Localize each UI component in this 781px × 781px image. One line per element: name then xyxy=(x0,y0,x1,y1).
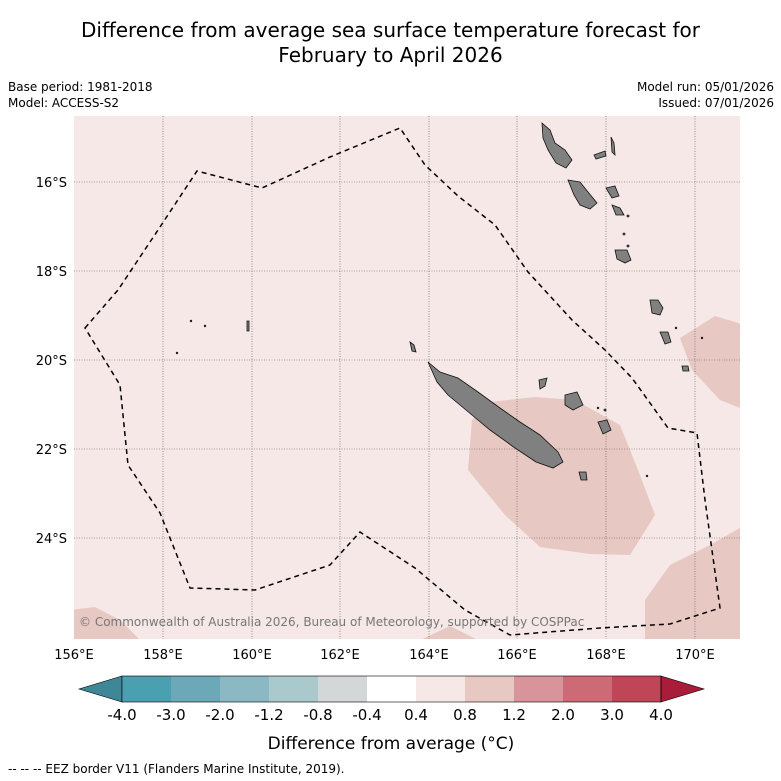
islet-4 xyxy=(622,232,626,236)
colorbar-bin xyxy=(514,676,563,702)
anomaly-region-south xyxy=(422,626,476,639)
colorbar-tick: 1.2 xyxy=(502,706,526,724)
colorbar-frame xyxy=(121,675,662,703)
islet-11 xyxy=(645,474,649,478)
colorbar-tick: 4.0 xyxy=(649,706,673,724)
lon-label: 160°E xyxy=(232,648,272,663)
island-lifou xyxy=(564,391,584,411)
model-run: Model run: 05/01/2026 xyxy=(636,80,774,94)
island-pentecost xyxy=(605,185,620,199)
colorbar-extend-low xyxy=(77,675,123,703)
island-pines xyxy=(578,471,588,481)
island-epi xyxy=(611,204,625,216)
colorbar-tick: 3.0 xyxy=(600,706,624,724)
title-line-1: Difference from average sea surface temp… xyxy=(80,18,700,42)
colorbar-bin xyxy=(563,676,612,702)
colorbar-tick: -1.2 xyxy=(254,706,283,724)
colorbar-tick: -0.4 xyxy=(352,706,381,724)
map-background xyxy=(74,116,740,639)
lon-label: 164°E xyxy=(409,648,449,663)
colorbar-bin xyxy=(416,676,465,702)
anomaly-region-southeast xyxy=(645,527,740,639)
colorbar-bin xyxy=(171,676,220,702)
colorbar-bin xyxy=(122,676,171,702)
lon-label: 168°E xyxy=(586,648,626,663)
land-masses xyxy=(175,122,704,481)
title-line-2: February to April 2026 xyxy=(278,43,503,67)
islet-10 xyxy=(700,336,704,340)
lat-label: 22°S xyxy=(36,443,67,458)
colorbar-tick: -2.0 xyxy=(205,706,234,724)
colorbar-tick: -4.0 xyxy=(107,706,136,724)
island-aneityum xyxy=(681,365,690,372)
anomaly-region-southwest xyxy=(74,607,139,639)
footer-note: -- -- -- EEZ border V11 (Flanders Marine… xyxy=(8,762,345,776)
lon-label: 158°E xyxy=(143,648,183,663)
island-tanna xyxy=(659,331,672,345)
island-erromango xyxy=(649,299,664,316)
lon-label: 170°E xyxy=(675,648,715,663)
colorbar-bin xyxy=(269,676,318,702)
colorbar-extend-high xyxy=(660,675,706,703)
islet-3 xyxy=(626,214,630,218)
meta-right: Model run: 05/01/2026 Issued: 07/01/2026 xyxy=(637,79,774,111)
lon-label: 166°E xyxy=(497,648,537,663)
base-period: Base period: 1981-2018 xyxy=(8,80,153,94)
colorbar-tick: 2.0 xyxy=(551,706,575,724)
chart-title: Difference from average sea surface temp… xyxy=(0,18,781,68)
island-espiritu-santo xyxy=(541,122,573,169)
lat-label: 20°S xyxy=(36,354,67,369)
gridlines xyxy=(74,116,740,639)
lon-label: 162°E xyxy=(320,648,360,663)
model-name: Model: ACCESS-S2 xyxy=(8,96,120,110)
islet-5 xyxy=(626,244,630,248)
colorbar-tick: 0.4 xyxy=(404,706,428,724)
lat-label: 16°S xyxy=(36,176,67,191)
colorbar-bin xyxy=(318,676,367,702)
islet-7 xyxy=(203,324,207,328)
colorbar: -4.0 -3.0 -2.0 -1.2 -0.8 -0.4 0.4 0.8 1.… xyxy=(77,675,706,754)
lon-label: 156°E xyxy=(54,648,94,663)
colorbar-bin xyxy=(612,676,661,702)
colorbar-tick: -0.8 xyxy=(303,706,332,724)
lon-labels: 156°E 158°E 160°E 162°E 164°E 166°E 168°… xyxy=(54,648,715,663)
island-belep xyxy=(409,341,417,353)
islet-2 xyxy=(596,406,600,410)
islet-8 xyxy=(175,351,179,355)
issued-date: Issued: 07/01/2026 xyxy=(658,96,774,110)
islet-1 xyxy=(603,408,607,412)
islet-6 xyxy=(189,319,193,323)
eez-border xyxy=(84,127,721,636)
islet-9 xyxy=(674,326,678,330)
island-malekula xyxy=(567,179,598,210)
copyright-text: © Commonwealth of Australia 2026, Bureau… xyxy=(79,615,584,629)
island-efate xyxy=(614,249,632,264)
colorbar-label: Difference from average (°C) xyxy=(268,734,515,754)
island-mare xyxy=(597,419,612,435)
island-maewo xyxy=(610,136,616,157)
colorbar-bin xyxy=(220,676,269,702)
colorbar-ticks: -4.0 -3.0 -2.0 -1.2 -0.8 -0.4 0.4 0.8 1.… xyxy=(107,706,673,724)
island-ambae xyxy=(593,150,607,160)
colorbar-bin xyxy=(465,676,514,702)
meta-left: Base period: 1981-2018 Model: ACCESS-S2 xyxy=(8,79,153,111)
lat-label: 24°S xyxy=(36,532,67,547)
island-ouvea xyxy=(538,377,548,390)
lat-labels: 16°S 18°S 20°S 22°S 24°S xyxy=(36,176,67,547)
colorbar-bin xyxy=(367,676,416,702)
colorbar-tick: 0.8 xyxy=(453,706,477,724)
new-caledonia xyxy=(427,361,564,469)
colorbar-tick: -3.0 xyxy=(156,706,185,724)
lat-label: 18°S xyxy=(36,265,67,280)
island-chesterfield xyxy=(246,320,250,332)
